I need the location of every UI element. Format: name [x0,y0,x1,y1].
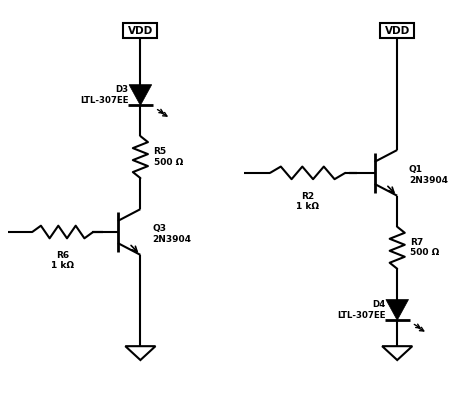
Text: Q3
2N3904: Q3 2N3904 [152,224,191,244]
Bar [123,23,157,38]
Text: VDD: VDD [128,25,153,36]
Text: D3
LTL-307EE: D3 LTL-307EE [80,85,128,105]
Text: D4
LTL-307EE: D4 LTL-307EE [337,300,385,320]
Text: R2
1 kΩ: R2 1 kΩ [296,192,319,211]
Text: Q1
2N3904: Q1 2N3904 [409,165,448,185]
Text: R6
1 kΩ: R6 1 kΩ [51,251,74,270]
Polygon shape [386,299,409,320]
Bar [380,23,414,38]
Text: R7
500 Ω: R7 500 Ω [410,238,440,258]
Text: R5
500 Ω: R5 500 Ω [154,147,183,167]
Polygon shape [129,85,152,105]
Text: VDD: VDD [384,25,410,36]
